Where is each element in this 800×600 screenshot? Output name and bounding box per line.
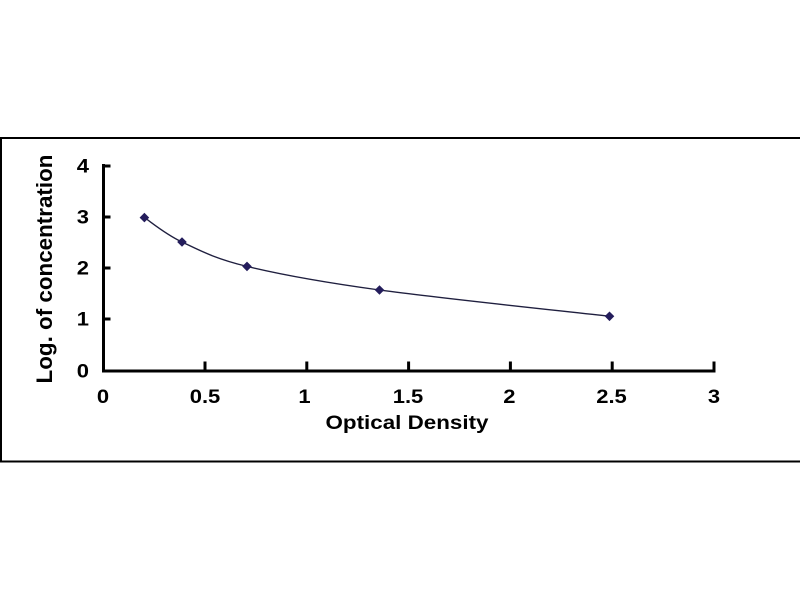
svg-text:2: 2 (503, 386, 515, 407)
svg-text:0.5: 0.5 (190, 386, 221, 407)
svg-text:Log. of concentration: Log. of concentration (32, 155, 57, 384)
svg-text:1: 1 (77, 309, 89, 330)
svg-text:3: 3 (77, 207, 89, 228)
svg-text:0: 0 (77, 361, 89, 382)
svg-text:2: 2 (77, 258, 89, 279)
svg-text:4: 4 (77, 156, 90, 177)
svg-text:3: 3 (708, 386, 720, 407)
svg-text:1: 1 (298, 386, 310, 407)
svg-text:1.5: 1.5 (393, 386, 424, 407)
svg-text:Optical Density: Optical Density (326, 412, 489, 433)
svg-text:0: 0 (97, 386, 109, 407)
svg-text:2.5: 2.5 (596, 386, 627, 407)
